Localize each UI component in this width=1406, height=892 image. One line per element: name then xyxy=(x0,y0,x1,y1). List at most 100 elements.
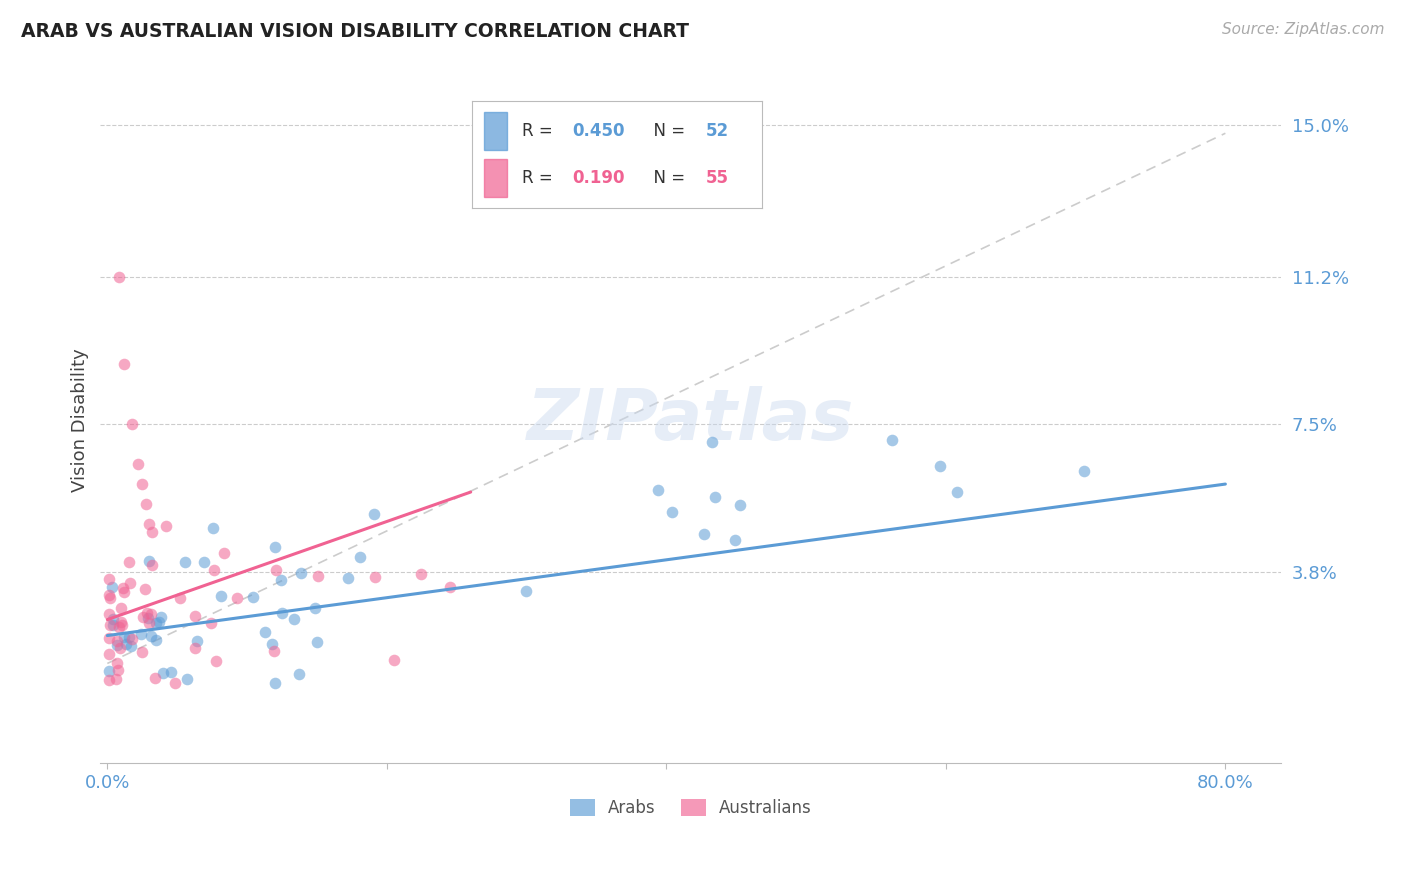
Point xyxy=(661,505,683,519)
Point xyxy=(439,581,461,595)
Point xyxy=(101,617,124,632)
Point xyxy=(98,618,121,632)
Point xyxy=(111,617,134,632)
Point xyxy=(270,573,292,587)
Point xyxy=(647,483,669,497)
Point xyxy=(131,645,153,659)
Point xyxy=(105,656,128,670)
Point xyxy=(112,630,135,644)
Point xyxy=(105,633,128,648)
Point xyxy=(138,516,160,531)
Point xyxy=(290,566,312,580)
Point xyxy=(107,269,129,284)
Point xyxy=(118,630,141,644)
Point xyxy=(111,581,134,595)
Point xyxy=(260,637,283,651)
Point xyxy=(120,639,142,653)
Point xyxy=(411,567,433,582)
Point xyxy=(700,435,723,450)
Point xyxy=(945,485,967,500)
Point xyxy=(882,434,904,448)
Point xyxy=(176,672,198,686)
Point xyxy=(264,563,287,577)
Text: ZIPatlas: ZIPatlas xyxy=(527,385,855,455)
Point xyxy=(131,477,153,491)
Legend: Arabs, Australians: Arabs, Australians xyxy=(564,792,818,823)
Point xyxy=(97,572,120,586)
Text: Source: ZipAtlas.com: Source: ZipAtlas.com xyxy=(1222,22,1385,37)
Point xyxy=(127,457,149,471)
Point xyxy=(264,675,287,690)
Point xyxy=(135,497,157,511)
Point xyxy=(107,663,129,677)
Point xyxy=(270,607,292,621)
Point xyxy=(121,417,143,432)
Point xyxy=(728,499,751,513)
Point xyxy=(169,591,191,606)
Point xyxy=(226,591,249,606)
Point xyxy=(101,580,124,594)
Point xyxy=(134,582,156,596)
Point xyxy=(136,606,159,620)
Point xyxy=(98,588,121,602)
Point xyxy=(150,610,173,624)
Point xyxy=(145,616,167,631)
Point xyxy=(173,555,195,569)
Point xyxy=(288,666,311,681)
Point xyxy=(97,673,120,687)
Point xyxy=(193,555,215,569)
Point xyxy=(254,625,277,640)
Point xyxy=(183,609,205,624)
Point xyxy=(148,615,170,630)
Point xyxy=(112,585,135,599)
Point xyxy=(283,612,305,626)
Point xyxy=(364,570,387,584)
Point xyxy=(129,626,152,640)
Point xyxy=(382,653,405,667)
Point xyxy=(337,571,360,585)
Point xyxy=(202,521,225,535)
Point xyxy=(1073,465,1095,479)
Point xyxy=(349,549,371,564)
Point xyxy=(304,600,326,615)
Point xyxy=(98,664,121,678)
Y-axis label: Vision Disability: Vision Disability xyxy=(72,349,89,492)
Point xyxy=(264,540,287,554)
Point xyxy=(121,632,143,647)
Text: ARAB VS AUSTRALIAN VISION DISABILITY CORRELATION CHART: ARAB VS AUSTRALIAN VISION DISABILITY COR… xyxy=(21,22,689,41)
Point xyxy=(110,615,132,629)
Point xyxy=(132,610,155,624)
Point xyxy=(703,490,725,504)
Point xyxy=(114,637,136,651)
Point xyxy=(155,519,177,533)
Point xyxy=(141,558,163,572)
Point xyxy=(307,569,329,583)
Point xyxy=(97,647,120,661)
Point xyxy=(186,634,208,648)
Point xyxy=(141,524,163,539)
Point xyxy=(138,553,160,567)
Point xyxy=(305,634,328,648)
Point xyxy=(143,671,166,685)
Point xyxy=(184,640,207,655)
Point xyxy=(145,632,167,647)
Point xyxy=(141,630,163,644)
Point xyxy=(118,555,141,569)
Point xyxy=(515,583,537,598)
Point xyxy=(209,589,232,603)
Point xyxy=(136,611,159,625)
Point xyxy=(110,601,132,615)
Point xyxy=(724,533,747,547)
Point xyxy=(108,641,131,656)
Point xyxy=(120,576,142,591)
Point xyxy=(104,673,127,687)
Point xyxy=(152,666,174,681)
Point xyxy=(97,607,120,621)
Point xyxy=(112,358,135,372)
Point xyxy=(139,607,162,622)
Point xyxy=(107,620,129,634)
Point xyxy=(214,546,236,560)
Point xyxy=(363,507,385,521)
Point xyxy=(202,563,225,577)
Point xyxy=(105,638,128,652)
